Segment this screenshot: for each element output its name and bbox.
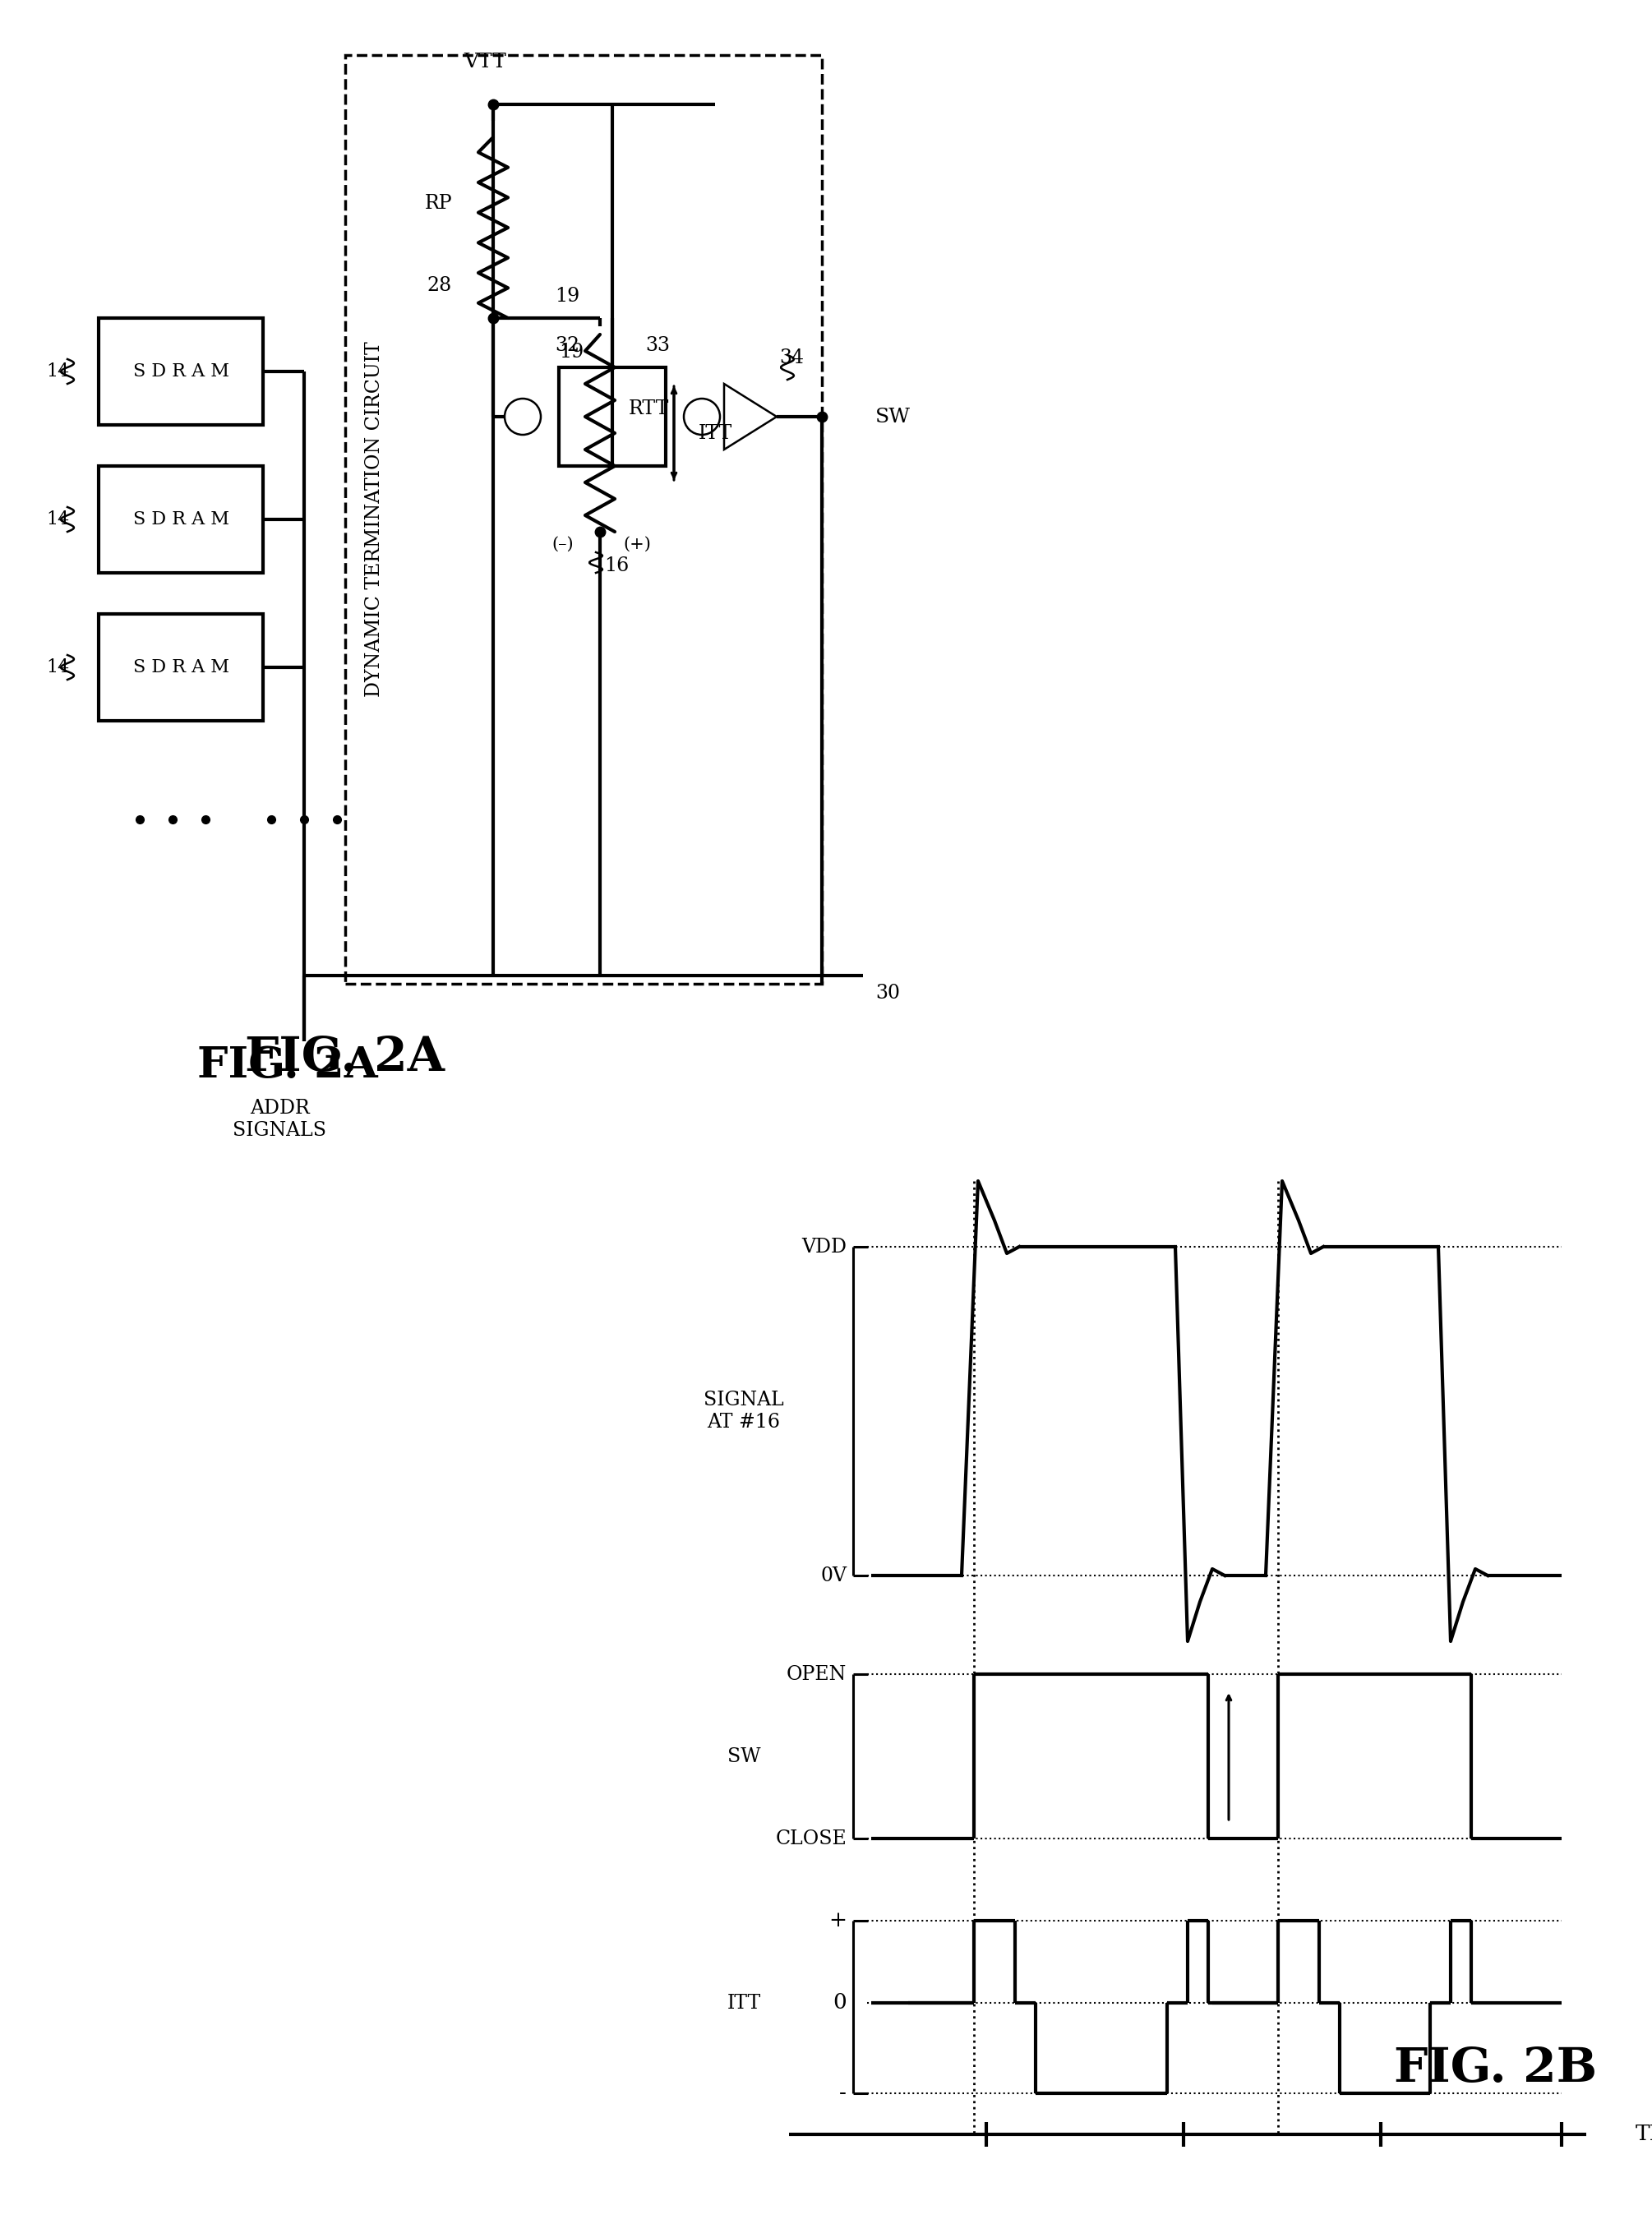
Text: +: + <box>828 1911 846 1932</box>
Text: FIG. 2B: FIG. 2B <box>1394 2045 1597 2092</box>
Text: ADDR
SIGNALS: ADDR SIGNALS <box>233 1099 327 1139</box>
Text: 14: 14 <box>46 659 69 677</box>
Bar <box>558 368 666 467</box>
Text: RP: RP <box>425 194 453 212</box>
Text: OPEN: OPEN <box>786 1664 846 1684</box>
Text: DYNAMIC TERMINATION CIRCUIT: DYNAMIC TERMINATION CIRCUIT <box>365 342 383 697</box>
Text: S D R A M: S D R A M <box>132 659 230 677</box>
Text: ITT: ITT <box>699 424 732 442</box>
Text: SW: SW <box>876 406 910 427</box>
Text: VDD: VDD <box>801 1237 846 1257</box>
Text: FIG. 2A: FIG. 2A <box>246 1034 444 1081</box>
Text: 0: 0 <box>833 1992 846 2014</box>
Text: 19: 19 <box>558 342 583 362</box>
Text: 34: 34 <box>780 348 805 368</box>
Text: ITT: ITT <box>727 1994 762 2012</box>
Text: SIGNAL
AT #16: SIGNAL AT #16 <box>704 1391 785 1431</box>
Text: 32: 32 <box>555 337 580 355</box>
Text: 14: 14 <box>46 511 69 529</box>
Bar <box>99 467 263 574</box>
Text: 19: 19 <box>555 286 580 306</box>
Text: S D R A M: S D R A M <box>132 362 230 380</box>
Text: -: - <box>839 2083 846 2103</box>
Text: (–): (–) <box>552 536 573 552</box>
Text: TIME: TIME <box>1635 2124 1652 2144</box>
Text: 28: 28 <box>428 275 453 295</box>
Text: 14: 14 <box>46 362 69 380</box>
Text: FIG. 2A: FIG. 2A <box>197 1045 378 1087</box>
Text: 0V: 0V <box>821 1565 846 1585</box>
Bar <box>99 614 263 721</box>
Text: 16: 16 <box>605 556 629 576</box>
Text: VTT: VTT <box>464 54 506 71</box>
Bar <box>99 317 263 424</box>
Bar <box>345 56 823 985</box>
Text: SW: SW <box>727 1746 760 1766</box>
Text: CLOSE: CLOSE <box>775 1829 846 1849</box>
Text: 30: 30 <box>876 985 900 1003</box>
Text: (+): (+) <box>623 536 651 552</box>
Text: RTT: RTT <box>629 400 669 418</box>
Text: 33: 33 <box>646 337 669 355</box>
Text: S D R A M: S D R A M <box>132 511 230 529</box>
